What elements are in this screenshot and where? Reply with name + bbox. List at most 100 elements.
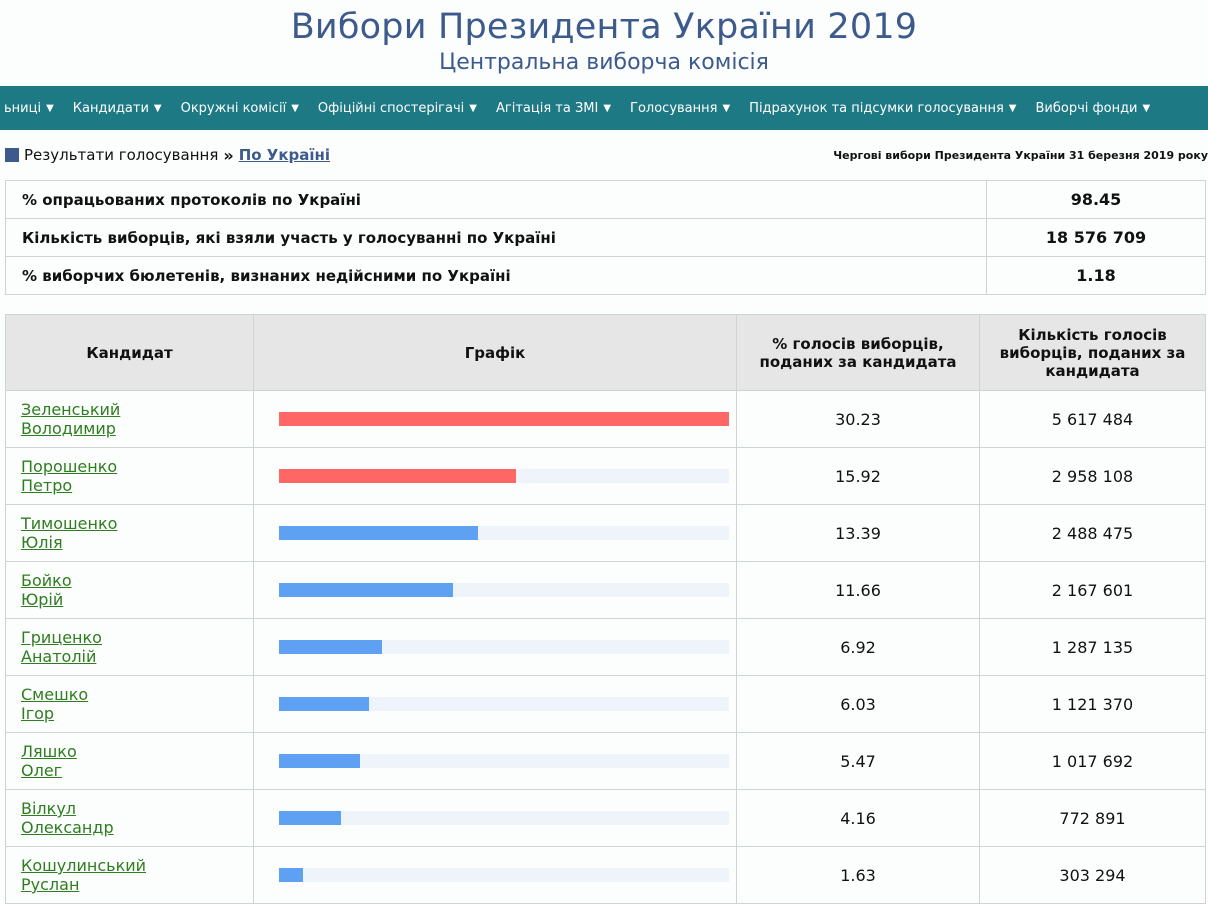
summary-value: 98.45 xyxy=(986,180,1206,219)
bar-fill xyxy=(279,583,453,597)
candidate-link[interactable]: Бойко Юрій xyxy=(21,571,72,609)
bar-fill xyxy=(279,412,729,426)
pct-cell: 6.92 xyxy=(736,618,980,676)
nav-item-district-commissions[interactable]: Окружні комісії ▼ xyxy=(171,101,308,116)
table-row: Смешко Ігор 6.03 1 121 370 xyxy=(5,675,1206,733)
table-row: Бойко Юрій 11.66 2 167 601 xyxy=(5,561,1206,619)
candidate-surname: Смешко xyxy=(21,685,89,704)
chart-cell xyxy=(253,789,737,847)
breadcrumb-row: Результати голосування » По Україні Черг… xyxy=(0,130,1208,180)
candidate-given-name: Олег xyxy=(21,761,63,780)
votes-cell: 1 287 135 xyxy=(979,618,1206,676)
nav-item-label: Офіційні спостерігачі xyxy=(317,100,465,116)
candidate-link[interactable]: Зеленський Володимир xyxy=(21,400,120,438)
summary-table: % опрацьованих протоколів по Україні 98.… xyxy=(5,180,1206,295)
nav-item-label: Виборчі фонди xyxy=(1035,100,1138,116)
bar-track xyxy=(279,697,729,711)
bar-track xyxy=(279,754,729,768)
candidate-link[interactable]: Тимошенко Юлія xyxy=(21,514,117,552)
candidate-link[interactable]: Ляшко Олег xyxy=(21,742,77,780)
bar-fill xyxy=(279,811,341,825)
candidate-link[interactable]: Смешко Ігор xyxy=(21,685,88,723)
candidate-cell: Порошенко Петро xyxy=(5,447,254,505)
bar-track xyxy=(279,640,729,654)
nav-item-label: Голосування xyxy=(630,100,718,116)
caret-down-icon: ▼ xyxy=(153,102,162,114)
votes-cell: 2 167 601 xyxy=(979,561,1206,619)
nav-item-campaign-media[interactable]: Агітація та ЗМІ ▼ xyxy=(486,101,620,116)
pct-cell: 30.23 xyxy=(736,390,980,448)
bar-fill xyxy=(279,754,361,768)
candidate-cell: Зеленський Володимир xyxy=(5,390,254,448)
site-subtitle: Центральна виборча комісія xyxy=(439,50,769,75)
pct-cell: 5.47 xyxy=(736,732,980,790)
chart-cell xyxy=(253,675,737,733)
breadcrumb-parent[interactable]: Результати голосування xyxy=(24,146,219,164)
candidate-given-name: Ігор xyxy=(21,704,55,723)
main-nav: ьниці ▼ Кандидати ▼ Окружні комісії ▼ Офіці… xyxy=(0,86,1208,130)
summary-label: % опрацьованих протоколів по Україні xyxy=(5,180,987,219)
candidate-link[interactable]: Порошенко Петро xyxy=(21,457,117,495)
nav-item-label: Агітація та ЗМІ xyxy=(495,100,599,116)
breadcrumb-current[interactable]: По Україні xyxy=(238,146,331,164)
nav-item-counting-results[interactable]: Підрахунок та підсумки голосування ▼ xyxy=(739,101,1025,116)
nav-item-voting[interactable]: Голосування ▼ xyxy=(620,101,739,116)
table-row: Кошулинський Руслан 1.63 303 294 xyxy=(5,846,1206,904)
square-bullet-icon xyxy=(5,148,19,162)
candidate-cell: Бойко Юрій xyxy=(5,561,254,619)
candidate-surname: Гриценко xyxy=(21,628,102,647)
candidate-cell: Вілкул Олександр xyxy=(5,789,254,847)
candidate-given-name: Олександр xyxy=(21,818,114,837)
caret-down-icon: ▼ xyxy=(1008,102,1017,114)
results-header-row: Кандидат Графік % голосів виборців, пода… xyxy=(5,314,1206,391)
header-candidate: Кандидат xyxy=(5,314,254,391)
caret-down-icon: ▼ xyxy=(291,102,299,114)
pct-cell: 15.92 xyxy=(736,447,980,505)
results-table: Кандидат Графік % голосів виборців, пода… xyxy=(5,314,1206,904)
candidate-cell: Гриценко Анатолій xyxy=(5,618,254,676)
candidate-cell: Ляшко Олег xyxy=(5,732,254,790)
bar-fill xyxy=(279,640,382,654)
candidate-cell: Смешко Ігор xyxy=(5,675,254,733)
summary-label: % виборчих бюлетенів, визнаних недійсним… xyxy=(5,256,987,295)
candidate-link[interactable]: Вілкул Олександр xyxy=(21,799,114,837)
candidate-link[interactable]: Гриценко Анатолій xyxy=(21,628,102,666)
summary-row: % опрацьованих протоколів по Україні 98.… xyxy=(5,180,1206,219)
summary-row: Кількість виборців, які взяли участь у г… xyxy=(5,218,1206,257)
caret-down-icon: ▼ xyxy=(46,102,54,114)
header-chart: Графік xyxy=(253,314,737,391)
chart-cell xyxy=(253,390,737,448)
nav-item-label: Окружні комісії xyxy=(180,100,287,116)
votes-cell: 303 294 xyxy=(979,846,1206,904)
chart-cell xyxy=(253,447,737,505)
nav-item-candidates[interactable]: Кандидати ▼ xyxy=(63,101,171,116)
nav-item-label: Кандидати xyxy=(72,100,149,116)
votes-cell: 2 958 108 xyxy=(979,447,1206,505)
nav-item-label: ьниці xyxy=(4,100,42,116)
candidate-given-name: Володимир xyxy=(21,419,116,438)
votes-cell: 5 617 484 xyxy=(979,390,1206,448)
nav-item-stations[interactable]: ьниці ▼ xyxy=(0,101,63,116)
votes-cell: 1 017 692 xyxy=(979,732,1206,790)
candidate-surname: Вілкул xyxy=(21,799,77,818)
nav-item-observers[interactable]: Офіційні спостерігачі ▼ xyxy=(308,101,486,116)
candidate-cell: Тимошенко Юлія xyxy=(5,504,254,562)
header-votes-text: Кількість голосів виборців, поданих за к… xyxy=(999,325,1186,380)
nav-item-election-funds[interactable]: Виборчі фонди ▼ xyxy=(1025,101,1159,116)
candidate-link[interactable]: Кошулинський Руслан xyxy=(21,856,146,894)
chart-cell xyxy=(253,846,737,904)
votes-cell: 2 488 475 xyxy=(979,504,1206,562)
nav-item-label: Підрахунок та підсумки голосування xyxy=(749,100,1004,116)
summary-row: % виборчих бюлетенів, визнаних недійсним… xyxy=(5,256,1206,295)
site-header: Вибори Президента України 2019 Центральн… xyxy=(0,0,1208,86)
breadcrumb-separator: » xyxy=(223,145,234,165)
table-row: Зеленський Володимир 30.23 5 617 484 xyxy=(5,390,1206,448)
votes-cell: 772 891 xyxy=(979,789,1206,847)
breadcrumb: Результати голосування » По Україні xyxy=(5,146,330,165)
table-row: Порошенко Петро 15.92 2 958 108 xyxy=(5,447,1206,505)
header-pct-text: % голосів виборців, поданих за кандидата xyxy=(759,334,957,371)
caret-down-icon: ▼ xyxy=(1142,102,1151,114)
pct-cell: 11.66 xyxy=(736,561,980,619)
bar-fill xyxy=(279,469,516,483)
bar-fill xyxy=(279,526,479,540)
